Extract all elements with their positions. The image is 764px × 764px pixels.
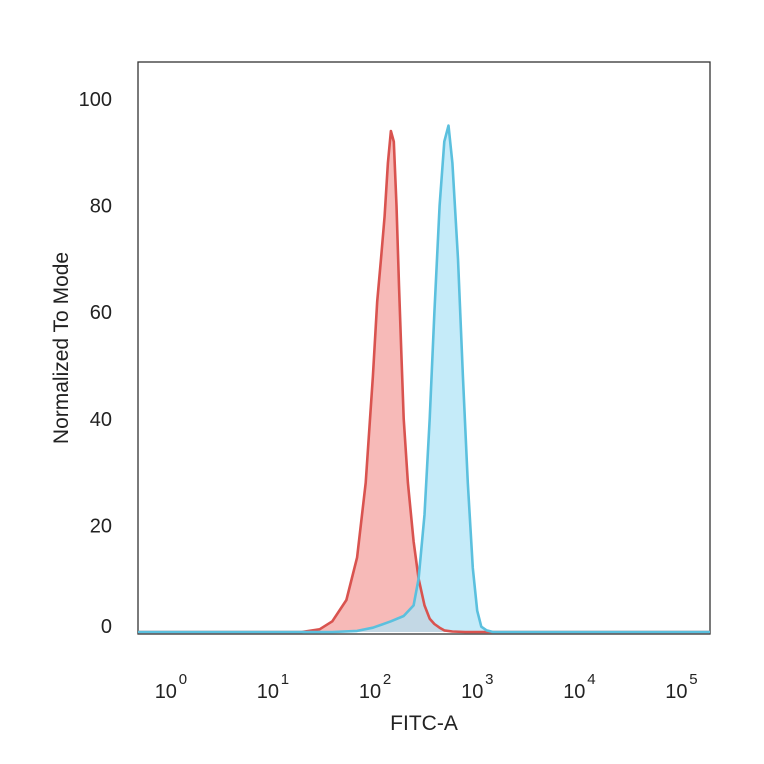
x-axis-title: FITC-A — [390, 712, 458, 735]
x-tick-label-base: 10 — [155, 681, 177, 703]
x-tick-label-exponent: 2 — [383, 671, 391, 688]
x-tick-label-base: 10 — [461, 681, 483, 703]
x-tick-label-base: 10 — [257, 681, 279, 703]
x-tick-label-exponent: 1 — [281, 671, 289, 688]
y-tick-label: 40 — [90, 409, 112, 431]
x-tick-label-exponent: 3 — [485, 671, 493, 688]
y-axis-title: Normalized To Mode — [50, 252, 73, 444]
y-tick-label: 60 — [90, 302, 112, 324]
y-tick-label: 20 — [90, 515, 112, 537]
x-tick-label-base: 10 — [665, 681, 687, 703]
series-1-line — [138, 129, 710, 634]
y-tick-label: 0 — [101, 616, 112, 638]
x-tick-label-exponent: 0 — [179, 671, 187, 688]
y-tick-label: 100 — [79, 89, 112, 111]
x-tick-label-exponent: 4 — [587, 671, 595, 688]
x-tick-label-base: 10 — [359, 681, 381, 703]
y-tick-labels: 0 20 40 60 80 100 — [79, 89, 112, 638]
x-tick-label-base: 10 — [563, 681, 585, 703]
series-layer — [138, 124, 710, 634]
y-tick-label: 80 — [90, 196, 112, 218]
x-tick-label-exponent: 5 — [689, 671, 697, 688]
series-2-line — [138, 124, 710, 634]
